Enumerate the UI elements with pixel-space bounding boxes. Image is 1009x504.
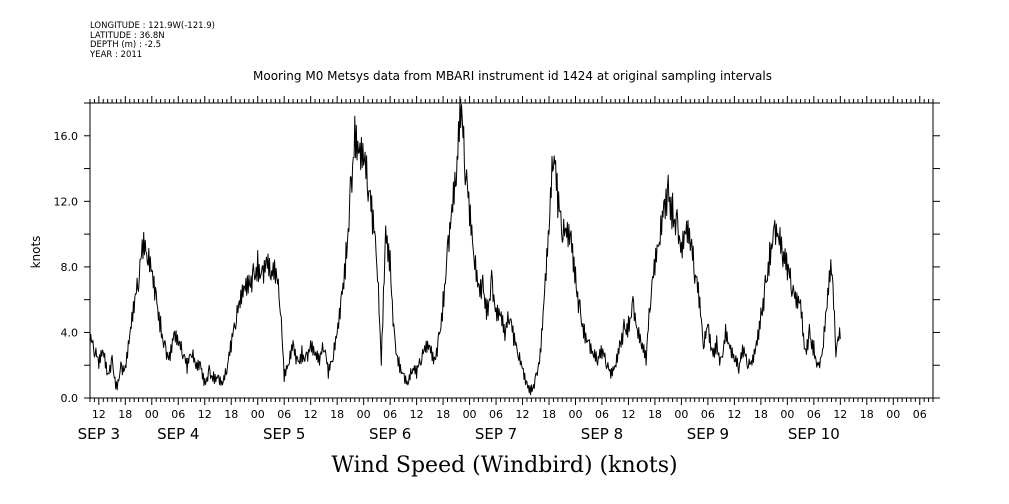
- x-tick-label: 00: [145, 408, 159, 421]
- x-tick-label: 06: [171, 408, 185, 421]
- x-axis: 12 18 00 06 12 18 00 06 12 18 00 06 12 18 00 06 12 18 00 06…: [78, 96, 934, 443]
- x-tick-label: 12: [516, 408, 530, 421]
- x-tick-label: 18: [860, 408, 874, 421]
- x-tick-label: 12: [621, 408, 635, 421]
- x-tick-label: 06: [277, 408, 291, 421]
- y-tick-label: 4.0: [61, 326, 79, 339]
- y-tick-label: 0.0: [61, 392, 79, 405]
- x-tick-label: 18: [754, 408, 768, 421]
- x-tick-label: 18: [118, 408, 132, 421]
- chart-title: Mooring M0 Metsys data from MBARI instru…: [253, 69, 772, 83]
- y-tick-label: 12.0: [54, 195, 79, 208]
- x-date-label: SEP 10: [788, 425, 840, 443]
- series-group: [89, 96, 841, 396]
- x-tick-label: 06: [489, 408, 503, 421]
- x-tick-label: 00: [568, 408, 582, 421]
- y-tick-label: 8.0: [61, 261, 79, 274]
- depth-text: DEPTH (m) : -2.5: [90, 40, 162, 50]
- x-tick-label: 06: [807, 408, 821, 421]
- x-tick-label: 00: [674, 408, 688, 421]
- x-date-label: SEP 4: [157, 425, 199, 443]
- x-tick-label: 00: [251, 408, 265, 421]
- y-axis-label: knots: [29, 236, 43, 269]
- x-tick-label: 12: [727, 408, 741, 421]
- wind-speed-series-line: [89, 96, 841, 396]
- y-axis: 0.0 4.0 8.0 12.0 16.0: [54, 102, 940, 405]
- plot-frame: [89, 102, 934, 399]
- x-tick-label: 00: [780, 408, 794, 421]
- x-axis-label: Wind Speed (Windbird) (knots): [331, 453, 678, 478]
- x-tick-label: 06: [913, 408, 927, 421]
- x-tick-label: 12: [304, 408, 318, 421]
- x-tick-label: 18: [330, 408, 344, 421]
- x-tick-label: 12: [833, 408, 847, 421]
- x-date-label: SEP 9: [687, 425, 729, 443]
- latitude-text: LATITUDE : 36.8N: [90, 30, 165, 41]
- x-tick-label: 06: [383, 408, 397, 421]
- x-tick-label: 12: [92, 408, 106, 421]
- metadata-block: LONGITUDE : 121.9W(-121.9) LATITUDE : 36…: [90, 21, 215, 60]
- x-tick-label: 12: [198, 408, 212, 421]
- longitude-text: LONGITUDE : 121.9W(-121.9): [90, 21, 215, 31]
- x-tick-label: 06: [595, 408, 609, 421]
- y-tick-label: 16.0: [54, 130, 79, 143]
- x-tick-label: 18: [224, 408, 238, 421]
- x-tick-label: 06: [701, 408, 715, 421]
- x-tick-label: 18: [648, 408, 662, 421]
- x-tick-label: 18: [436, 408, 450, 421]
- x-date-label: SEP 8: [581, 425, 623, 443]
- x-date-label: SEP 3: [78, 425, 120, 443]
- x-date-label: SEP 6: [369, 425, 411, 443]
- x-tick-label: 00: [357, 408, 371, 421]
- plot-border: [89, 102, 934, 399]
- x-tick-label: 00: [463, 408, 477, 421]
- x-tick-label: 00: [886, 408, 900, 421]
- x-tick-label: 18: [542, 408, 556, 421]
- year-text: YEAR : 2011: [90, 49, 143, 60]
- x-date-label: SEP 5: [263, 425, 305, 443]
- x-tick-label: 12: [410, 408, 424, 421]
- x-date-label: SEP 7: [475, 425, 517, 443]
